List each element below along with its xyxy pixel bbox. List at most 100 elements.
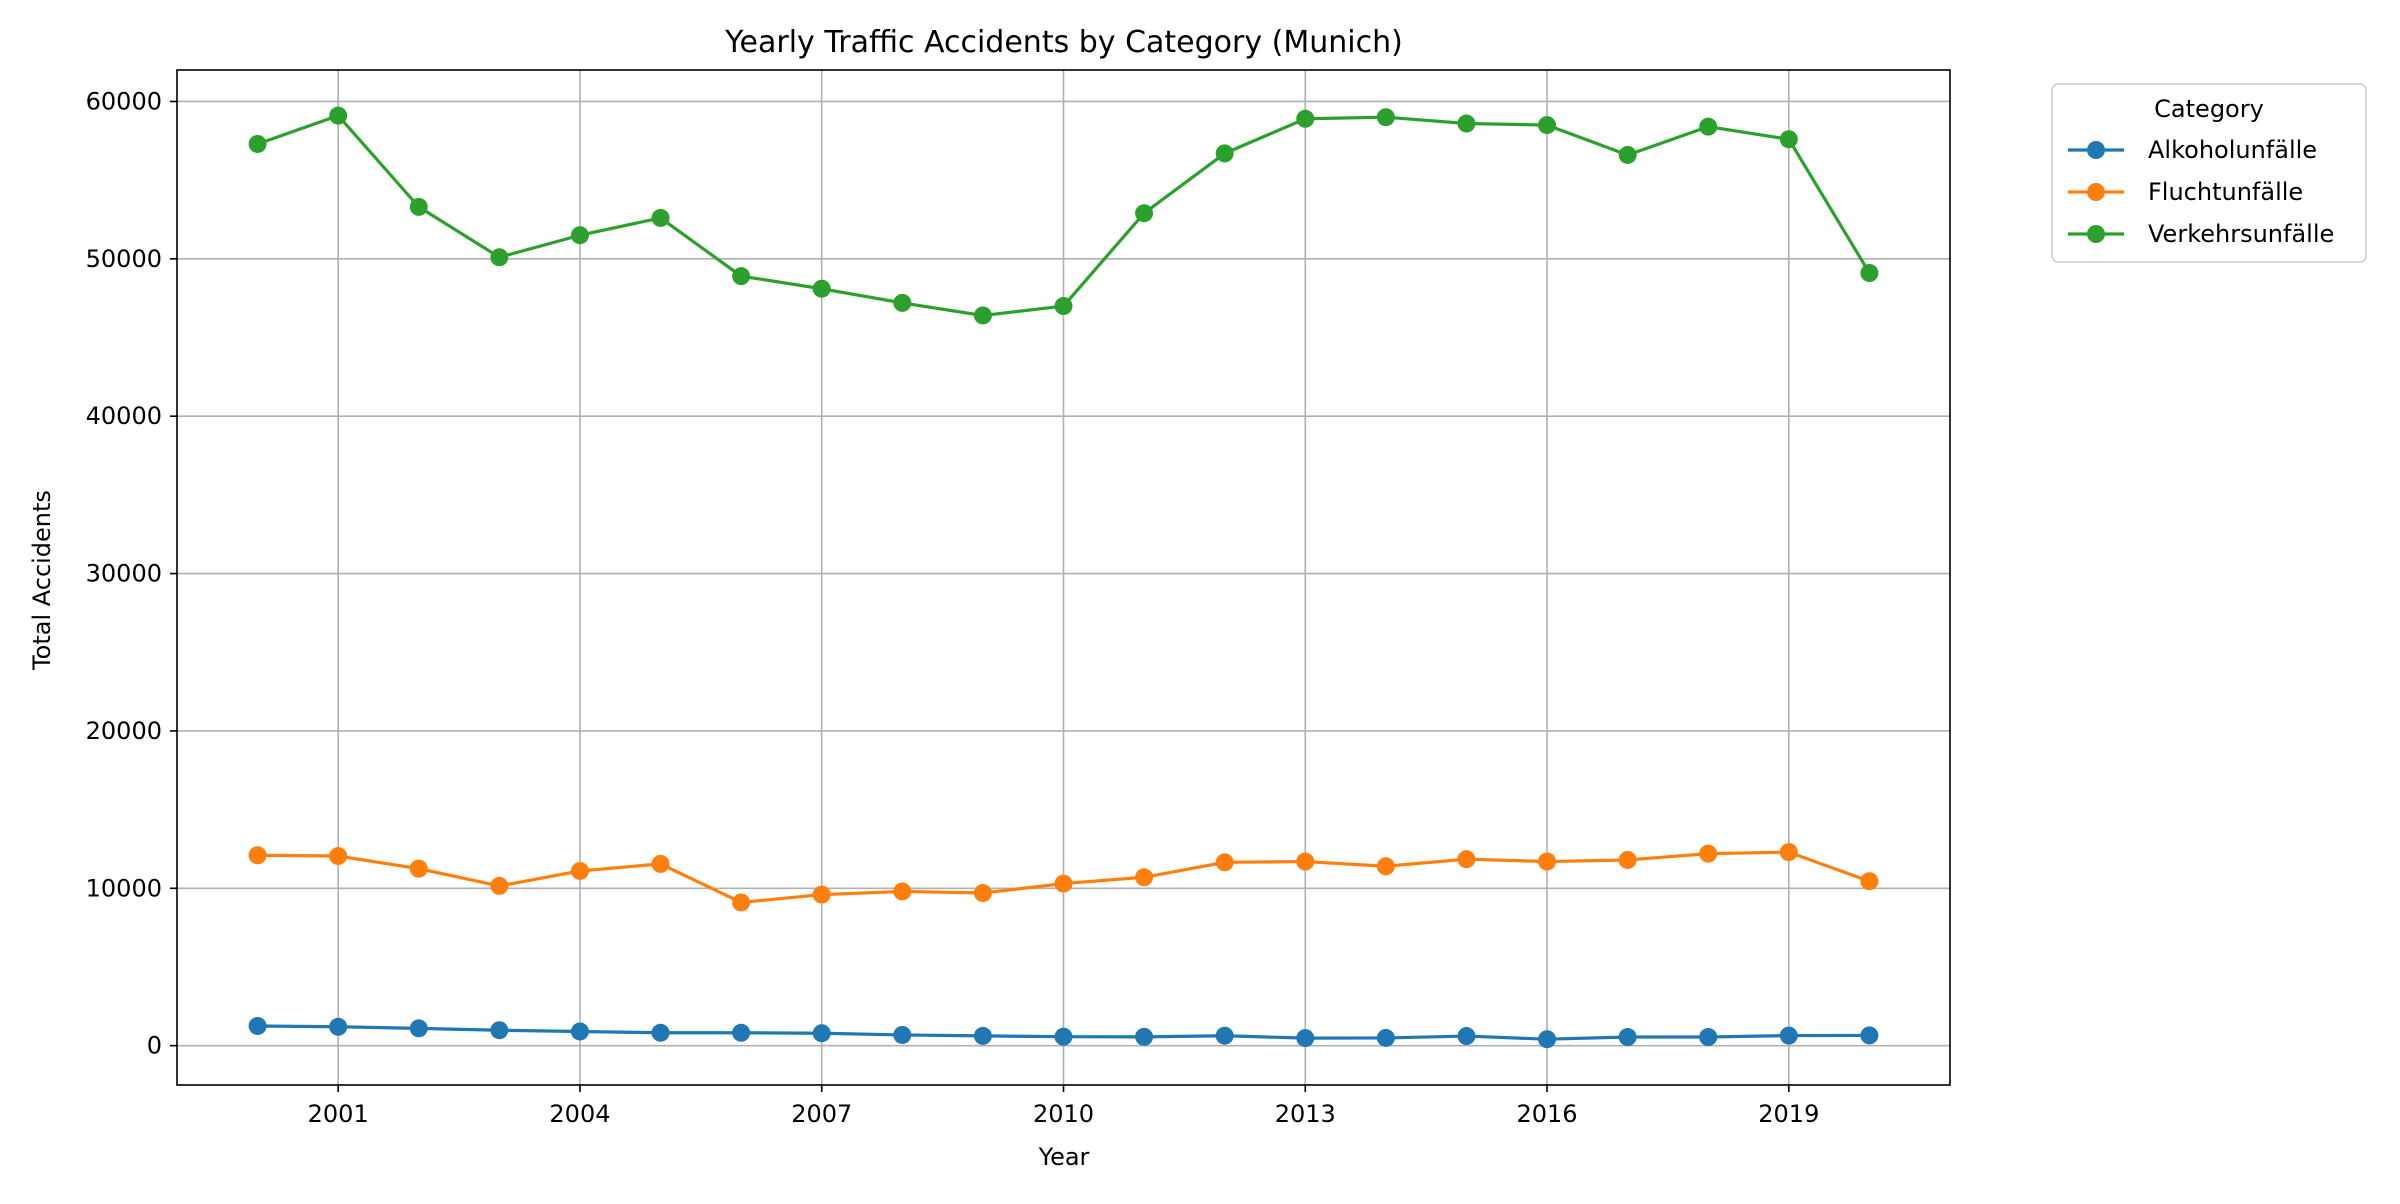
x-tick-label: 2013 <box>1275 1100 1336 1128</box>
data-point <box>973 1026 992 1045</box>
data-point <box>893 1025 912 1044</box>
data-point <box>490 876 509 895</box>
data-point <box>248 1016 267 1035</box>
data-point <box>973 306 992 325</box>
data-point <box>409 1019 428 1038</box>
data-point <box>1538 1030 1557 1049</box>
data-point <box>1860 264 1879 282</box>
data-point <box>1135 868 1154 887</box>
legend-frame <box>2051 83 2367 263</box>
x-tick-label: 2007 <box>791 1100 852 1128</box>
y-tick-label: 20000 <box>86 717 162 745</box>
data-point <box>248 134 267 153</box>
data-point <box>1538 852 1557 871</box>
legend-label: Alkoholunfälle <box>2148 136 2317 164</box>
y-axis-label: Total Accidents <box>28 490 56 671</box>
data-point <box>1699 1028 1718 1047</box>
legend-entry: Alkoholunfälle <box>2068 136 2317 164</box>
y-tick-label: 30000 <box>86 560 162 588</box>
data-point <box>490 248 509 267</box>
data-point <box>1779 843 1798 862</box>
legend-swatch-marker <box>2087 141 2105 159</box>
x-tick-label: 2004 <box>549 1100 610 1128</box>
legend-entry: Verkehrsunfälle <box>2068 220 2334 248</box>
data-point <box>1779 130 1798 149</box>
data-point <box>1457 1027 1476 1046</box>
x-tick-label: 2001 <box>308 1100 369 1128</box>
chart-title: Yearly Traffic Accidents by Category (Mu… <box>724 25 1403 60</box>
x-tick-label: 2016 <box>1517 1100 1578 1128</box>
data-point <box>1296 852 1315 871</box>
legend-title: Category <box>2154 95 2264 123</box>
data-point <box>1054 1027 1073 1046</box>
y-tick-label: 50000 <box>86 245 162 273</box>
data-point <box>1699 844 1718 863</box>
data-point <box>651 854 670 873</box>
data-point <box>1618 850 1637 869</box>
x-tick-label: 2019 <box>1758 1100 1819 1128</box>
data-point <box>1054 297 1073 316</box>
data-point <box>1457 114 1476 133</box>
data-point <box>812 885 831 904</box>
data-point <box>329 106 348 125</box>
data-point <box>1699 117 1718 136</box>
data-point <box>1376 1028 1395 1047</box>
data-point <box>570 1022 589 1041</box>
data-point <box>329 847 348 866</box>
data-point <box>248 846 267 865</box>
legend-label: Verkehrsunfälle <box>2148 220 2334 248</box>
series-verkehrsunf-lle <box>248 106 1879 325</box>
data-point <box>1135 1027 1154 1046</box>
data-point <box>1135 204 1154 223</box>
data-point <box>1618 145 1637 164</box>
data-point <box>651 1023 670 1042</box>
data-point <box>732 267 751 286</box>
data-point <box>1457 850 1476 869</box>
y-tick-label: 10000 <box>86 874 162 902</box>
data-point <box>490 1021 509 1040</box>
series-fluchtunf-lle <box>248 843 1879 912</box>
legend: Category Alkoholunfälle Fluchtunfälle Verk… <box>2051 83 2367 263</box>
data-point <box>1296 109 1315 128</box>
data-point <box>1376 857 1395 876</box>
data-point <box>893 293 912 312</box>
data-point <box>1618 1028 1637 1047</box>
legend-label: Fluchtunfälle <box>2148 178 2303 206</box>
data-point <box>409 197 428 216</box>
x-tick-label: 2010 <box>1033 1100 1094 1128</box>
legend-swatch-marker <box>2087 225 2105 243</box>
data-point <box>893 882 912 901</box>
x-axis-label: Year <box>1038 1143 1090 1171</box>
series-alkoholunf-lle <box>248 1016 1879 1049</box>
data-point <box>1779 1026 1798 1045</box>
legend-swatch-marker <box>2087 183 2105 201</box>
data-point <box>732 1023 751 1042</box>
y-tick-label: 40000 <box>86 402 162 430</box>
grid <box>177 70 1950 1085</box>
data-point <box>1296 1029 1315 1048</box>
data-point <box>1376 108 1395 127</box>
y-tick-label: 60000 <box>86 87 162 115</box>
data-point <box>329 1017 348 1036</box>
data-point <box>570 861 589 880</box>
data-point <box>1054 874 1073 893</box>
axis-ticks: 2001 2004 2007 2010 2013 2016 2019 0 10000 20000 3… <box>86 87 1820 1128</box>
y-tick-label: 0 <box>147 1032 162 1060</box>
data-point <box>1215 144 1234 163</box>
data-point <box>1860 872 1879 891</box>
data-point <box>1860 1026 1879 1045</box>
data-point <box>973 884 992 903</box>
data-point <box>812 1024 831 1043</box>
data-point <box>1215 853 1234 872</box>
legend-entry: Fluchtunfälle <box>2068 178 2303 206</box>
data-point <box>570 226 589 245</box>
data-point <box>812 279 831 298</box>
legend-entries: Alkoholunfälle Fluchtunfälle Verkehrsunfäl… <box>2068 136 2334 248</box>
data-point <box>1215 1026 1234 1045</box>
data-point <box>732 893 751 912</box>
data-point <box>651 208 670 227</box>
data-point <box>1538 116 1557 135</box>
